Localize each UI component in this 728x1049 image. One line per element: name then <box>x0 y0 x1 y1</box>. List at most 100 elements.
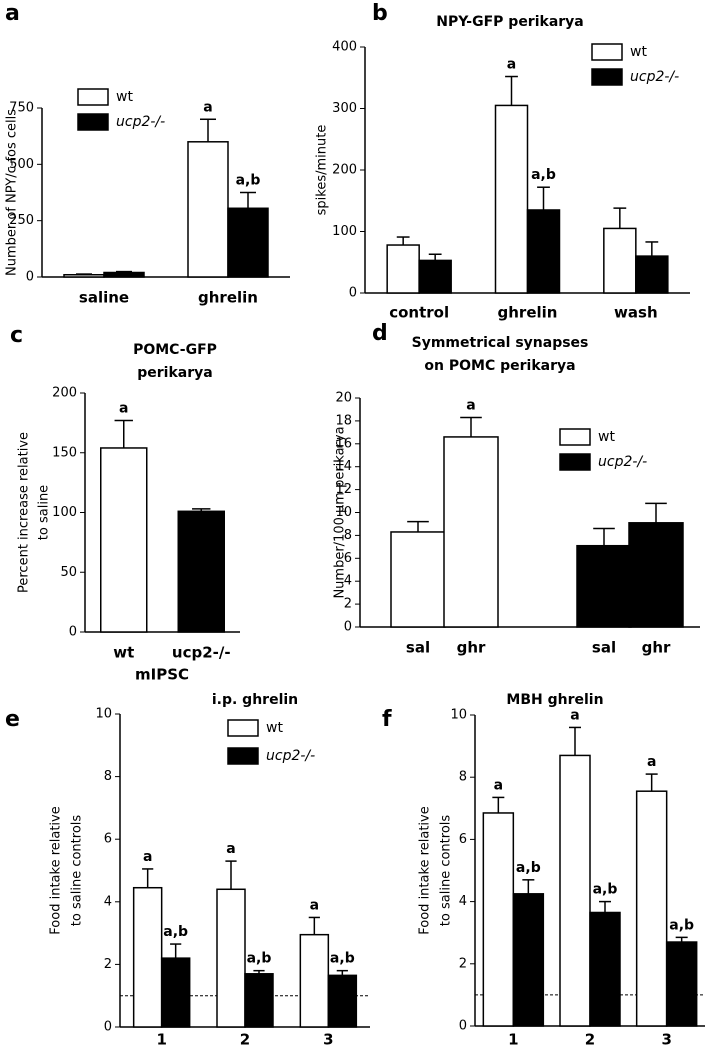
bar <box>635 255 669 294</box>
chart-title: MBH ghrelin <box>506 692 603 708</box>
y-tick-label: 50 <box>60 565 77 580</box>
bar <box>526 209 561 294</box>
x-tick-label: ucp2-/- <box>172 644 231 662</box>
y-tick-label: 10 <box>335 505 352 520</box>
legend-swatch <box>227 719 259 737</box>
y-axis-label: Food intake relative <box>49 806 64 934</box>
y-tick-label: 18 <box>335 413 352 428</box>
legend-label: ucp2-/- <box>116 114 165 130</box>
annotation: a,b <box>593 882 618 898</box>
chart-title: on POMC perikarya <box>424 358 575 374</box>
y-tick-label: 150 <box>52 445 77 460</box>
legend-swatch <box>77 113 109 131</box>
bar <box>227 207 269 278</box>
y-tick-label: 300 <box>332 101 357 116</box>
y-axis-label: Food intake relative <box>418 806 433 934</box>
y-tick-label: 400 <box>332 40 357 55</box>
x-tick-label: 1 <box>508 1031 518 1049</box>
bar <box>103 271 145 278</box>
y-tick-label: 200 <box>52 386 77 401</box>
annotation: a <box>310 897 319 913</box>
bar <box>482 812 515 1027</box>
legend-swatch <box>591 68 623 86</box>
x-tick-label: 2 <box>585 1031 595 1049</box>
chart-title: Symmetrical synapses <box>412 335 589 351</box>
bar <box>390 531 446 628</box>
bar <box>559 754 591 1027</box>
x-tick-label: ghr <box>642 639 671 657</box>
x-tick-label: ghrelin <box>198 289 258 307</box>
bar <box>386 244 420 294</box>
legend-label: ucp2-/- <box>630 69 679 85</box>
annotation: a <box>466 397 475 413</box>
chart-title: i.p. ghrelin <box>212 692 298 708</box>
y-tick-label: 8 <box>104 769 112 784</box>
y-tick-label: 0 <box>104 1020 112 1035</box>
bar <box>576 544 632 628</box>
bar <box>494 104 529 294</box>
x-tick-label: 2 <box>240 1031 250 1049</box>
y-tick-label: 8 <box>459 770 467 785</box>
x-tick-label: ghrelin <box>498 304 558 322</box>
bar <box>443 436 499 628</box>
annotation: a <box>203 99 212 115</box>
bar <box>100 447 148 633</box>
annotation: a <box>507 57 516 73</box>
x-tick-label: sal <box>406 639 430 657</box>
panel-letter: e <box>5 707 20 732</box>
x-tick-label: 1 <box>156 1031 166 1049</box>
x-tick-label: saline <box>79 289 129 307</box>
y-tick-label: 2 <box>104 957 112 972</box>
panel-letter: b <box>372 1 388 26</box>
bar <box>589 911 621 1027</box>
y-tick-label: 6 <box>344 551 352 566</box>
y-tick-label: 4 <box>459 894 467 909</box>
annotation: a,b <box>236 173 261 189</box>
annotation: a,b <box>669 917 694 933</box>
x-tick-label: wt <box>113 644 134 662</box>
panel-letter: c <box>10 323 23 348</box>
x-tick-label: sal <box>592 639 616 657</box>
bar <box>187 141 229 278</box>
y-tick-label: 0 <box>69 625 77 640</box>
x-tick-label: 3 <box>661 1031 671 1049</box>
bar <box>512 893 545 1027</box>
chart-title: perikarya <box>137 365 212 381</box>
y-tick-label: 4 <box>104 894 112 909</box>
bar <box>628 522 684 628</box>
annotation: a <box>143 849 152 865</box>
bar <box>327 974 358 1028</box>
annotation: a,b <box>247 951 272 967</box>
bar <box>244 973 274 1028</box>
y-axis-label: Number/100 µm perikarya <box>333 426 348 598</box>
bar <box>160 957 191 1028</box>
y-tick-label: 0 <box>26 270 34 285</box>
bar <box>635 790 668 1027</box>
legend-swatch <box>591 43 623 61</box>
y-tick-label: 6 <box>459 832 467 847</box>
y-tick-label: 8 <box>344 528 352 543</box>
y-tick-label: 10 <box>450 708 467 723</box>
annotation: a,b <box>330 951 355 967</box>
panel-letter: f <box>382 707 392 732</box>
legend-label: ucp2-/- <box>598 454 647 470</box>
x-tick-label: ghr <box>457 639 486 657</box>
y-axis-label: spikes/minute <box>315 125 330 216</box>
y-axis-label: to saline <box>37 485 52 540</box>
y-tick-label: 100 <box>52 505 77 520</box>
annotation: a <box>119 400 128 416</box>
legend-swatch <box>559 453 591 471</box>
annotation: a,b <box>516 860 541 876</box>
y-tick-label: 100 <box>332 224 357 239</box>
y-tick-label: 250 <box>9 213 34 228</box>
bar <box>418 259 452 294</box>
annotation: a,b <box>163 924 188 940</box>
legend-swatch <box>77 88 109 106</box>
annotation: a <box>226 841 235 857</box>
panel-letter: a <box>5 1 20 26</box>
bar <box>63 273 105 278</box>
x-axis-label: mIPSC <box>135 666 189 684</box>
legend-label: wt <box>598 429 615 445</box>
bar <box>132 886 163 1028</box>
y-tick-label: 200 <box>332 163 357 178</box>
